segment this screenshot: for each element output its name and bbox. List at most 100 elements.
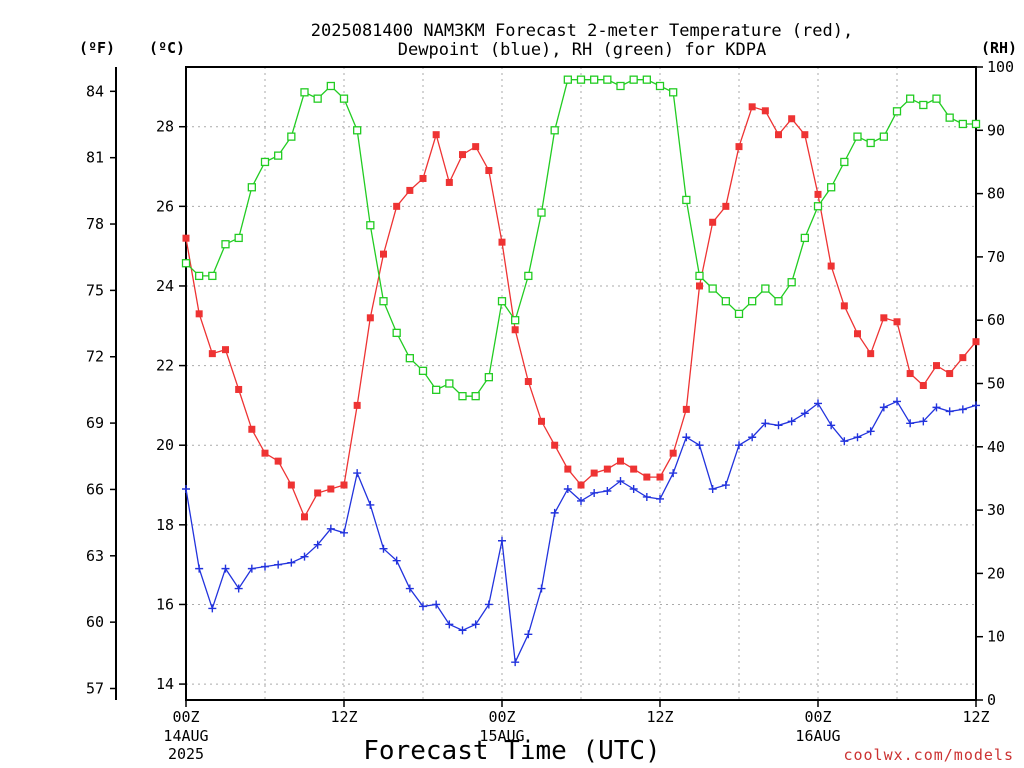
dewpoint-point bbox=[234, 584, 243, 593]
temperature-point bbox=[524, 378, 532, 386]
dewpoint-point bbox=[484, 600, 493, 609]
temperature-point bbox=[235, 385, 243, 393]
dewpoint-point bbox=[511, 658, 520, 667]
temperature-point bbox=[195, 310, 203, 318]
chart-axes bbox=[110, 66, 983, 707]
relative-humidity-point bbox=[590, 75, 599, 84]
x-tick-date-label: 14AUG bbox=[163, 727, 208, 745]
dewpoint-point bbox=[405, 584, 414, 593]
dewpoint-point bbox=[866, 427, 875, 436]
temperature-point bbox=[854, 330, 861, 338]
dewpoint-point bbox=[537, 584, 546, 593]
temperature-point bbox=[696, 282, 703, 290]
fahrenheit-tick-label: 84 bbox=[86, 82, 104, 100]
relative-humidity-point bbox=[537, 208, 546, 217]
relative-humidity-point bbox=[432, 385, 441, 394]
temperature-point bbox=[709, 218, 717, 226]
dewpoint-point bbox=[932, 403, 941, 412]
dewpoint-point bbox=[840, 437, 849, 446]
dewpoint-point bbox=[590, 488, 599, 497]
fahrenheit-unit-label: (ºF) bbox=[79, 39, 115, 57]
celsius-tick-label: 20 bbox=[156, 436, 174, 454]
fahrenheit-tick-label: 57 bbox=[86, 679, 104, 697]
relative-humidity-point bbox=[511, 316, 520, 325]
relative-humidity-point bbox=[576, 75, 586, 84]
x-tick-date-label: 15AUG bbox=[479, 727, 524, 745]
temperature-point bbox=[893, 318, 901, 326]
dewpoint-point bbox=[603, 486, 612, 495]
relative-humidity-point bbox=[208, 271, 217, 281]
x-tick-label: 12Z bbox=[646, 708, 673, 726]
relative-humidity-point bbox=[708, 284, 717, 293]
dewpoint-point bbox=[208, 604, 217, 613]
relative-humidity-point bbox=[748, 297, 757, 306]
x-tick-label: 00Z bbox=[804, 708, 831, 726]
fahrenheit-tick-label: 63 bbox=[86, 547, 104, 565]
rh-tick-label: 80 bbox=[987, 185, 1005, 203]
relative-humidity-point bbox=[958, 119, 967, 129]
series-layer bbox=[181, 75, 981, 667]
temperature-point bbox=[590, 469, 598, 477]
dewpoint-point bbox=[972, 401, 980, 410]
relative-humidity-point bbox=[458, 392, 467, 401]
dewpoint-point bbox=[313, 540, 322, 549]
dewpoint-point bbox=[287, 558, 296, 567]
fahrenheit-tick-label: 75 bbox=[86, 281, 104, 299]
relative-humidity-point bbox=[181, 259, 191, 268]
relative-humidity-point bbox=[234, 233, 243, 243]
temperature-point bbox=[380, 250, 387, 258]
relative-humidity-point bbox=[669, 88, 678, 97]
dewpoint-point bbox=[735, 441, 743, 450]
temperature-point bbox=[775, 131, 782, 139]
celsius-tick-label: 18 bbox=[156, 516, 174, 534]
dewpoint-point bbox=[761, 419, 770, 428]
dewpoint-point bbox=[326, 524, 335, 533]
relative-humidity-point bbox=[445, 379, 454, 388]
dewpoint-point bbox=[669, 469, 678, 478]
temperature-point bbox=[617, 457, 624, 465]
temperature-point bbox=[656, 473, 664, 481]
temperature-point bbox=[432, 131, 440, 139]
dewpoint-point bbox=[906, 419, 915, 428]
dewpoint-point bbox=[853, 433, 862, 442]
dewpoint-point bbox=[563, 485, 572, 493]
relative-humidity-point bbox=[655, 81, 665, 91]
dewpoint-point bbox=[221, 564, 230, 573]
relative-humidity-point bbox=[339, 94, 349, 103]
fahrenheit-tick-label: 66 bbox=[86, 480, 104, 498]
dewpoint-point bbox=[419, 602, 427, 611]
rh-tick-label: 50 bbox=[987, 375, 1005, 393]
dewpoint-point bbox=[182, 485, 190, 493]
relative-humidity-point bbox=[260, 157, 270, 167]
temperature-point bbox=[682, 405, 690, 413]
temperature-point bbox=[274, 457, 282, 465]
relative-humidity-point bbox=[827, 183, 836, 192]
dewpoint-point bbox=[195, 564, 204, 573]
temperature-point bbox=[511, 326, 519, 334]
x-tick-year-label: 2025 bbox=[168, 745, 204, 763]
temperature-point bbox=[248, 425, 256, 433]
dewpoint-point bbox=[629, 485, 638, 493]
relative-humidity-point bbox=[642, 75, 651, 84]
relative-humidity-point bbox=[471, 392, 480, 401]
temperature-point bbox=[669, 449, 677, 457]
rh-tick-label: 20 bbox=[987, 564, 1005, 582]
temperature-point bbox=[287, 481, 295, 489]
dewpoint-point bbox=[261, 562, 269, 571]
fahrenheit-tick-label: 69 bbox=[86, 414, 104, 432]
temperature-point bbox=[353, 401, 361, 409]
relative-humidity-point bbox=[695, 271, 704, 281]
relative-humidity-point bbox=[932, 94, 941, 103]
temperature-point bbox=[340, 481, 348, 489]
relative-humidity-point bbox=[761, 284, 770, 293]
dewpoint-point bbox=[616, 477, 625, 486]
dewpoint-point bbox=[379, 544, 388, 553]
temperature-point bbox=[327, 485, 335, 493]
dewpoint-point bbox=[958, 405, 967, 414]
temperature-point bbox=[564, 465, 572, 473]
dewpoint-series bbox=[182, 397, 980, 667]
temperature-point bbox=[814, 190, 822, 198]
x-tick-label: 00Z bbox=[488, 708, 515, 726]
temperature-point bbox=[643, 473, 651, 481]
dewpoint-point bbox=[893, 397, 901, 406]
